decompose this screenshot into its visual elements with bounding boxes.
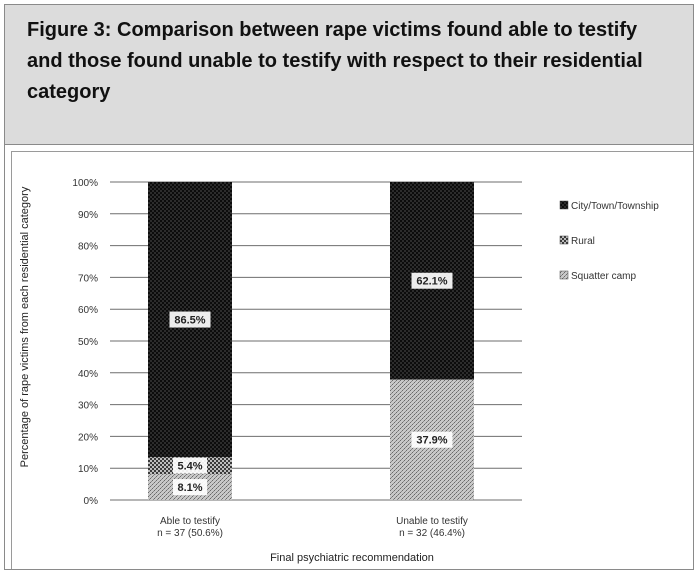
x-axis-label: Final psychiatric recommendation [270,552,434,564]
y-tick-label: 70% [78,273,98,284]
data-label-box [411,272,453,289]
category-label: Able to testify [160,516,220,527]
legend-label: Rural [571,236,595,247]
y-tick-label: 40% [78,369,98,380]
data-label-box [411,431,453,448]
category-label: Unable to testify [396,516,468,527]
data-labels: 8.1% 5.4% 86.5% 37.9% 62.1% [169,272,453,496]
data-label: 8.1% [177,482,202,494]
data-label: 5.4% [177,461,202,473]
y-tick-label: 0% [84,496,99,507]
y-tick-label: 30% [78,401,98,412]
data-label: 86.5% [174,315,205,327]
stacked-bar-chart: 0% 10% 20% 30% 40% 50% 60% 70% 80% 90% 100% 8.1% 5.… [19,178,659,564]
legend-swatch [559,200,569,210]
y-tick-label: 80% [78,242,98,253]
data-label-box [169,311,211,328]
category-label: n = 32 (46.4%) [399,528,465,539]
figure-title: Figure 3: Comparison between rape victim… [27,19,643,103]
legend-swatch [559,235,569,245]
data-label: 37.9% [416,435,447,447]
y-tick-label: 90% [78,210,98,221]
data-label: 62.1% [416,276,447,288]
y-tick-label: 50% [78,337,98,348]
legend-label: City/Town/Township [571,201,659,212]
legend: City/Town/Township Rural Squatter camp [559,200,659,282]
y-tick-label: 20% [78,432,98,443]
category-label: n = 37 (50.6%) [157,528,223,539]
data-label-box [173,479,207,496]
y-axis-label: Percentage of rape victims from each res… [19,186,31,467]
data-label-box [173,457,207,474]
figure-box: Figure 3: Comparison between rape victim… [4,4,694,570]
y-tick-labels: 0% 10% 20% 30% 40% 50% 60% 70% 80% 90% 100% [72,178,98,507]
legend-swatch [559,270,569,280]
figure-title-band: Figure 3: Comparison between rape victim… [5,5,693,145]
chart-panel: 0% 10% 20% 30% 40% 50% 60% 70% 80% 90% 100% 8.1% 5.… [11,151,693,569]
y-tick-label: 10% [78,464,98,475]
y-tick-label: 60% [78,305,98,316]
legend-label: Squatter camp [571,271,636,282]
y-tick-label: 100% [72,178,98,189]
